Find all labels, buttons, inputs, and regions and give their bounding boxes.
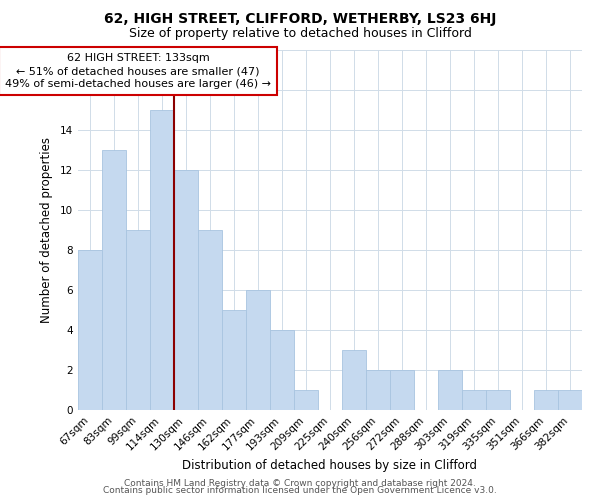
Bar: [246, 290, 270, 410]
Bar: [294, 390, 318, 410]
Bar: [78, 250, 102, 410]
Text: Contains HM Land Registry data © Crown copyright and database right 2024.: Contains HM Land Registry data © Crown c…: [124, 478, 476, 488]
Bar: [558, 390, 582, 410]
Text: Contains public sector information licensed under the Open Government Licence v3: Contains public sector information licen…: [103, 486, 497, 495]
Bar: [462, 390, 486, 410]
Bar: [222, 310, 246, 410]
X-axis label: Distribution of detached houses by size in Clifford: Distribution of detached houses by size …: [182, 458, 478, 471]
Bar: [198, 230, 222, 410]
Bar: [270, 330, 294, 410]
Bar: [438, 370, 462, 410]
Bar: [150, 110, 174, 410]
Bar: [390, 370, 414, 410]
Bar: [342, 350, 366, 410]
Bar: [102, 150, 126, 410]
Text: 62, HIGH STREET, CLIFFORD, WETHERBY, LS23 6HJ: 62, HIGH STREET, CLIFFORD, WETHERBY, LS2…: [104, 12, 496, 26]
Bar: [126, 230, 150, 410]
Text: 62 HIGH STREET: 133sqm
← 51% of detached houses are smaller (47)
49% of semi-det: 62 HIGH STREET: 133sqm ← 51% of detached…: [5, 53, 271, 90]
Bar: [366, 370, 390, 410]
Bar: [174, 170, 198, 410]
Bar: [534, 390, 558, 410]
Y-axis label: Number of detached properties: Number of detached properties: [40, 137, 53, 323]
Text: Size of property relative to detached houses in Clifford: Size of property relative to detached ho…: [128, 28, 472, 40]
Bar: [486, 390, 510, 410]
